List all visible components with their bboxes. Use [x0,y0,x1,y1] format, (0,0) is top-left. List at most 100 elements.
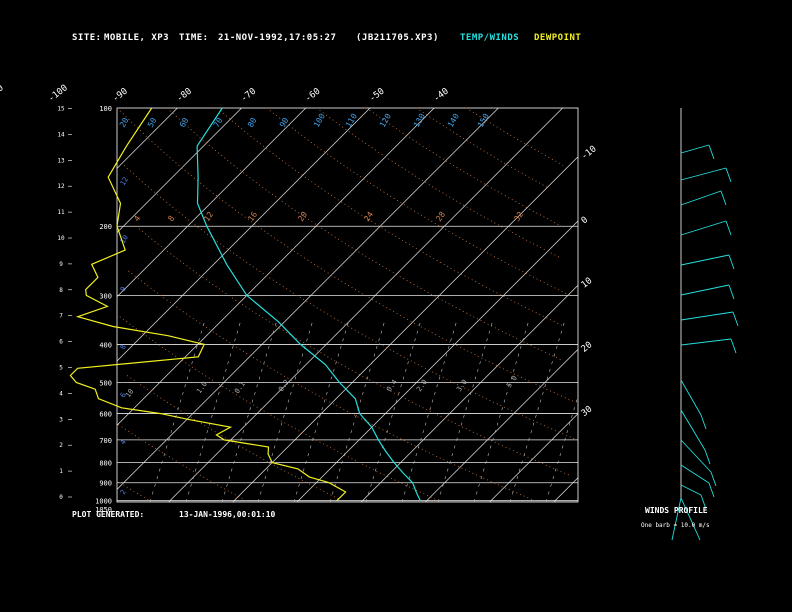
km-label: 8 [59,287,63,294]
isotherm-line [116,107,371,362]
height-km-label: 9 [119,285,128,293]
dry-adiabat [366,107,562,227]
wind-barb [680,190,722,206]
wind-barb [680,379,702,416]
isotherm-line [116,107,178,169]
label-layer: 1002003004005006007008009001000105015141… [0,83,599,514]
mixing-ratio-label: 3.0 [455,378,469,393]
km-label: 0 [59,494,63,501]
isotherm-line [425,349,579,503]
wind-barb-flag [725,167,732,183]
wind-barb-flag [725,220,732,236]
theta-label: 110 [344,112,359,129]
theta-label: 120 [378,112,393,129]
height-km-label: 10 [119,234,130,245]
dry-adiabat [166,107,564,362]
mixing-ratio-label: 0.4 [385,378,399,393]
km-label: 14 [57,131,65,138]
theta-label: 100 [312,112,327,129]
wind-barb [671,497,682,541]
mixing-ratio-line [221,319,278,503]
wind-barb-flag [700,494,707,510]
moist-label: 28 [434,210,447,223]
km-label: 2 [59,442,63,449]
series-layer [69,107,421,502]
km-label: 3 [59,416,63,423]
km-label: 1 [59,468,63,475]
top-temp-label: -90 [111,86,130,104]
height-km-label: 2 [119,488,128,496]
isotherm-line [553,477,579,503]
wind-barb [680,409,706,451]
mixing-ratio-line [293,319,350,503]
height-km-label: 12 [119,176,130,187]
km-label: 13 [57,157,65,164]
theta-label: 50 [146,116,159,129]
top-temp-label: -60 [303,86,322,104]
height-km-label: 8 [119,343,128,351]
theta-label: 90 [278,116,291,129]
pressure-label: 800 [99,460,112,468]
isotherm-line [116,107,435,426]
pressure-label: 300 [99,292,112,300]
isotherm-line [116,107,307,298]
dry-adiabat [123,165,577,441]
dry-adiabat [415,107,549,189]
km-label: 9 [59,261,63,268]
top-temp-label: -40 [432,86,451,104]
isotherm-line [232,156,579,503]
wind-barb [680,311,734,321]
wind-barb-flag [720,190,727,206]
top-temp-label: -110 [0,83,6,104]
theta-label: 80 [246,116,259,129]
plot-generated-label: PLOT GENERATED: [72,510,145,519]
file-id: (JB211705.XP3) [356,33,439,43]
isotherm-line [489,413,579,503]
top-temp-label: -100 [47,83,70,104]
wind-barb [680,439,712,473]
site-label: SITE: [72,33,102,43]
km-label: 15 [57,106,65,113]
right-temp-label: 0 [580,215,590,226]
mixing-ratio-line [365,319,422,503]
km-label: 10 [57,235,65,242]
pressure-label: 500 [99,379,112,387]
wind-barb [680,484,702,496]
isotherm-line [116,107,242,233]
height-km-label: 4 [119,438,128,446]
km-label: 7 [59,313,63,320]
pressure-label: 200 [99,223,112,231]
mixing-ratio-label: 5.0 [505,374,519,389]
mixing-ratio-line [401,319,458,503]
wind-barb [680,284,730,296]
legend-temp-winds: TEMP/WINDS [460,33,520,43]
wind-barb-flag [728,254,735,270]
mixing-ratio-line [545,396,579,503]
moist-label: 24 [362,210,375,223]
top-temp-label: -50 [368,86,387,104]
mixing-ratio-line [437,319,494,503]
plot-frame [116,107,579,503]
wind-barb [680,144,710,154]
mixing-ratio-line [509,319,566,503]
wind-barb-flag [710,471,717,487]
mixing-ratio-label: 10 [124,388,135,400]
pressure-label: 900 [99,480,112,488]
wind-barb [680,497,701,541]
plot-generated-value: 13-JAN-1996,00:01:10 [179,510,276,519]
theta-label: 140 [446,112,461,129]
legend-dewpoint: DEWPOINT [534,33,582,43]
dry-adiabat [128,270,536,502]
isotherm-line [360,284,579,503]
mixing-ratio-label: 2.0 [415,378,429,393]
theta-label: 20 [118,116,131,129]
pressure-label: 1000 [95,498,112,506]
wind-barb [680,338,732,346]
moist-label: 4 [132,214,142,223]
dry-adiabat [117,424,247,502]
theta-label: 130 [412,112,427,129]
km-label: 12 [57,183,65,190]
right-temp-label: 10 [580,276,595,291]
mixing-ratio-line [185,319,242,503]
